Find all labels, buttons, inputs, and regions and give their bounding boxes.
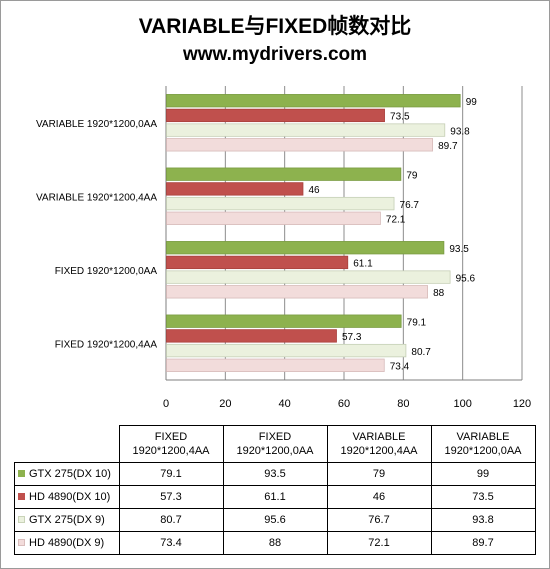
bar (166, 182, 304, 196)
data-label: 79.1 (407, 317, 427, 328)
chart-subtitle: www.mydrivers.com (182, 44, 368, 65)
table-cell: 46 (326, 485, 432, 509)
table-cell: 99 (430, 462, 536, 486)
series-legend-cell: GTX 275(DX 10) (14, 462, 120, 486)
table-header-row: FIXED 1920*1200,4AA FIXED 1920*1200,0AA VA… (14, 425, 536, 463)
table-cell: 61.1 (222, 485, 328, 509)
table-cell: 79 (326, 462, 432, 486)
bar (166, 138, 434, 152)
data-label: 80.7 (411, 347, 431, 358)
x-tick-label: 100 (453, 398, 471, 410)
data-label: 93.8 (450, 126, 470, 137)
table-cell: 89.7 (430, 531, 536, 555)
legend-swatch (18, 470, 25, 477)
table-cell: 73.4 (118, 531, 224, 555)
table-cell: 80.7 (118, 508, 224, 532)
chart-title: VARIABLE与FIXED帧数对比 (138, 15, 412, 38)
x-tick-label: 20 (219, 398, 231, 410)
bar (166, 270, 451, 284)
column-header: VARIABLE 1920*1200,0AA (430, 425, 536, 463)
category-label: VARIABLE 1920*1200,4AA (36, 192, 157, 203)
category-label: FIXED 1920*1200,0AA (55, 266, 158, 277)
bar (166, 123, 446, 137)
bar (166, 285, 428, 299)
x-tick-label: 0 (163, 398, 169, 410)
x-tick-label: 40 (279, 398, 291, 410)
series-legend-cell: GTX 275(DX 9) (14, 508, 120, 532)
data-table: FIXED 1920*1200,4AA FIXED 1920*1200,0AA VA… (14, 425, 536, 555)
data-label: 89.7 (438, 141, 458, 152)
legend-swatch (18, 493, 25, 500)
column-header: FIXED 1920*1200,0AA (222, 425, 328, 463)
data-label: 95.6 (456, 273, 476, 284)
table-row: HD 4890(DX 9) 73.4 88 72.1 89.7 (14, 531, 536, 555)
table-row: GTX 275(DX 9) 80.7 95.6 76.7 93.8 (14, 508, 536, 532)
legend-swatch (18, 516, 25, 523)
category-label: VARIABLE 1920*1200,0AA (36, 119, 157, 130)
table-row: GTX 275(DX 10) 79.1 93.5 79 99 (14, 462, 536, 486)
bar (166, 358, 385, 372)
bar (166, 94, 461, 108)
legend-swatch (18, 539, 25, 546)
bar-chart: 0 20 40 60 80 100 120 VARIABLE 1920*1200,0AA 99 7… (36, 86, 531, 410)
table-cell: 57.3 (118, 485, 224, 509)
table-row: HD 4890(DX 10) 57.3 61.1 46 73.5 (14, 485, 536, 509)
data-label: 93.5 (449, 244, 469, 255)
table-cell: 95.6 (222, 508, 328, 532)
table-cell: 88 (222, 531, 328, 555)
table-cell: 93.5 (222, 462, 328, 486)
series-legend-cell: HD 4890(DX 9) (14, 531, 120, 555)
table-cell: 72.1 (326, 531, 432, 555)
table-cell: 76.7 (326, 508, 432, 532)
data-label: 73.4 (390, 362, 410, 373)
table-cell: 93.8 (430, 508, 536, 532)
table-cell: 73.5 (430, 485, 536, 509)
x-tick-label: 120 (513, 398, 531, 410)
x-tick-label: 80 (397, 398, 409, 410)
data-label: 72.1 (386, 215, 406, 226)
data-label: 88 (433, 288, 445, 299)
data-label: 57.3 (342, 332, 362, 343)
bar (166, 241, 445, 255)
column-header: VARIABLE 1920*1200,4AA (326, 425, 432, 463)
data-label: 46 (308, 185, 320, 196)
bar (166, 167, 402, 181)
series-legend-cell: HD 4890(DX 10) (14, 485, 120, 509)
data-label: 99 (466, 97, 478, 108)
column-header: FIXED 1920*1200,4AA (118, 425, 224, 463)
bar (166, 329, 337, 343)
table-cell: 79.1 (118, 462, 224, 486)
data-label: 73.5 (390, 112, 410, 123)
category-label: FIXED 1920*1200,4AA (55, 339, 158, 350)
x-tick-label: 60 (338, 398, 350, 410)
bar (166, 343, 407, 358)
bar (166, 314, 402, 328)
bar (166, 211, 381, 225)
bar (166, 255, 349, 270)
table-corner (14, 425, 120, 463)
data-label: 79 (406, 170, 418, 181)
bar (166, 108, 385, 123)
bar (166, 196, 395, 211)
data-label: 61.1 (353, 259, 373, 270)
data-label: 76.7 (400, 200, 420, 211)
